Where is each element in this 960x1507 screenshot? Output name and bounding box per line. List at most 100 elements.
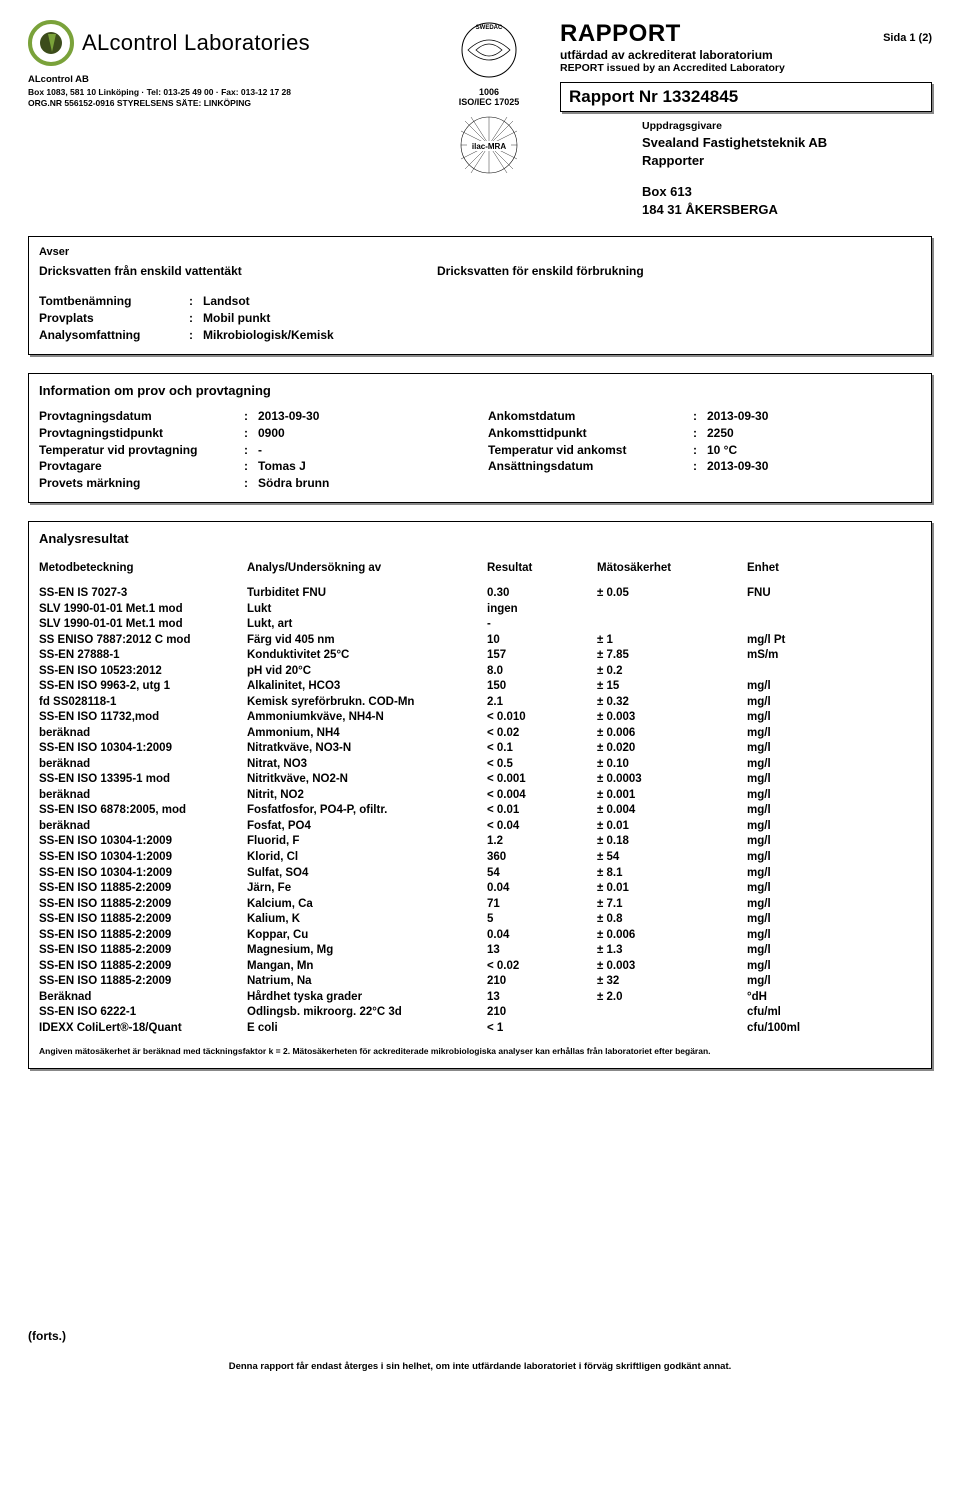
col-unit: Enhet: [747, 560, 921, 576]
cell-uncertainty: ± 0.8: [597, 912, 747, 928]
cell-result: 157: [487, 648, 597, 664]
cell-unit: mg/l: [747, 959, 921, 975]
cell-method: IDEXX CoIiLert®-18/Quant: [39, 1021, 247, 1037]
client-block: Uppdragsgivare Svealand Fastighetsteknik…: [642, 120, 932, 218]
accreditation-block: SWEDAC 1006 ISO/IEC 17025 ilac-MRA: [434, 20, 544, 177]
analysis-title: Analysresultat: [39, 530, 921, 548]
cell-result: < 0.5: [487, 757, 597, 773]
cell-uncertainty: ± 7.85: [597, 648, 747, 664]
company-logo-row: ALcontrol Laboratories: [28, 20, 418, 66]
cell-unit: mg/l: [747, 866, 921, 882]
cell-result: 13: [487, 943, 597, 959]
avser-label: Avser: [39, 245, 921, 260]
info-row: Temperatur vid provtagning:-: [39, 442, 472, 459]
cell-result: 13: [487, 990, 597, 1006]
avser-row: Tomtbenämning:Landsot: [39, 293, 921, 310]
cell-uncertainty: ± 0.020: [597, 741, 747, 757]
cell-method: beräknad: [39, 726, 247, 742]
cell-method: SS-EN ISO 10304-1:2009: [39, 834, 247, 850]
cell-analysis: Kemisk syreförbrukn. COD-Mn: [247, 695, 487, 711]
cell-method: SS-EN ISO 11885-2:2009: [39, 943, 247, 959]
analysis-row: SS-EN 27888-1Konduktivitet 25°C157± 7.85…: [39, 648, 921, 664]
cell-uncertainty: ± 0.0003: [597, 772, 747, 788]
analysis-row: SS-EN ISO 11885-2:2009Mangan, Mn< 0.02± …: [39, 959, 921, 975]
info-val: Södra brunn: [258, 475, 472, 492]
page-number: Sida 1 (2): [883, 32, 932, 44]
cell-uncertainty: ± 0.006: [597, 928, 747, 944]
analysis-row: SS-EN ISO 11732,modAmmoniumkväve, NH4-N<…: [39, 710, 921, 726]
cell-analysis: Koppar, Cu: [247, 928, 487, 944]
analysis-rows: SS-EN IS 7027-3Turbiditet FNU0.30± 0.05F…: [39, 586, 921, 1036]
info-val: 0900: [258, 425, 472, 442]
cell-uncertainty: [597, 617, 747, 633]
cell-analysis: Ammoniumkväve, NH4-N: [247, 710, 487, 726]
analysis-row: SLV 1990-01-01 Met.1 modLukt, art-: [39, 617, 921, 633]
cell-method: beräknad: [39, 757, 247, 773]
cell-analysis: Lukt: [247, 602, 487, 618]
cell-unit: mg/l: [747, 788, 921, 804]
analysis-row: beräknadFosfat, PO4< 0.04± 0.01mg/l: [39, 819, 921, 835]
cell-analysis: Nitritkväve, NO2-N: [247, 772, 487, 788]
cell-uncertainty: ± 0.003: [597, 710, 747, 726]
svg-text:ilac-MRA: ilac-MRA: [472, 142, 506, 151]
cell-uncertainty: ± 0.001: [597, 788, 747, 804]
client-addr-2: 184 31 ÅKERSBERGA: [642, 201, 932, 219]
cell-analysis: Hårdhet tyska grader: [247, 990, 487, 1006]
cell-unit: [747, 617, 921, 633]
company-line1: ALcontrol AB: [28, 74, 418, 87]
colon: :: [189, 310, 203, 327]
cell-result: 210: [487, 974, 597, 990]
cell-unit: [747, 602, 921, 618]
avser-detail-rows: Tomtbenämning:LandsotProvplats:Mobil pun…: [39, 293, 921, 343]
cell-method: SS-EN ISO 9963-2, utg 1: [39, 679, 247, 695]
cell-uncertainty: [597, 1005, 747, 1021]
cell-analysis: Färg vid 405 nm: [247, 633, 487, 649]
cell-unit: FNU: [747, 586, 921, 602]
cell-unit: mg/l: [747, 757, 921, 773]
analysis-footnote: Angiven mätosäkerhet är beräknad med täc…: [39, 1046, 921, 1058]
info-key: Provtagningstidpunkt: [39, 425, 244, 442]
colon: :: [244, 475, 258, 492]
cell-method: SS-EN ISO 11885-2:2009: [39, 897, 247, 913]
info-box: Information om prov och provtagning Prov…: [28, 373, 932, 503]
cell-uncertainty: ± 0.18: [597, 834, 747, 850]
avser-val: Mikrobiologisk/Kemisk: [203, 327, 334, 344]
analysis-row: SS-EN ISO 10304-1:2009Nitratkväve, NO3-N…: [39, 741, 921, 757]
cell-unit: mg/l: [747, 912, 921, 928]
cell-method: SS-EN ISO 11885-2:2009: [39, 881, 247, 897]
colon: :: [693, 408, 707, 425]
analysis-row: beräknadNitrit, NO2< 0.004± 0.001mg/l: [39, 788, 921, 804]
analysis-row: fd SS028118-1Kemisk syreförbrukn. COD-Mn…: [39, 695, 921, 711]
analysis-row: SS-EN ISO 10523:2012pH vid 20°C8.0± 0.2: [39, 664, 921, 680]
client-name-2: Rapporter: [642, 152, 932, 170]
avser-value: Dricksvatten från enskild vattentäkt: [39, 263, 437, 280]
info-val: -: [258, 442, 472, 459]
cell-result: 2.1: [487, 695, 597, 711]
analysis-row: SS-EN ISO 13395-1 modNitritkväve, NO2-N<…: [39, 772, 921, 788]
analysis-row: SS-EN ISO 9963-2, utg 1Alkalinitet, HCO3…: [39, 679, 921, 695]
info-row: Provets märkning:Södra brunn: [39, 475, 472, 492]
avser-box: Avser Dricksvatten från enskild vattentä…: [28, 236, 932, 355]
colon: :: [244, 458, 258, 475]
company-line3: ORG.NR 556152-0916 STYRELSENS SÄTE: LINK…: [28, 98, 418, 109]
cell-method: SLV 1990-01-01 Met.1 mod: [39, 602, 247, 618]
cell-method: SS-EN ISO 11885-2:2009: [39, 912, 247, 928]
info-key: Ansättningsdatum: [488, 458, 693, 475]
cell-result: < 0.02: [487, 959, 597, 975]
analysis-row: SLV 1990-01-01 Met.1 modLuktingen: [39, 602, 921, 618]
colon: :: [189, 293, 203, 310]
report-subtitle-sv: utfärdad av ackrediterat laboratorium: [560, 48, 932, 62]
colon: :: [244, 425, 258, 442]
analysis-row: SS-EN IS 7027-3Turbiditet FNU0.30± 0.05F…: [39, 586, 921, 602]
client-label: Uppdragsgivare: [642, 120, 932, 132]
analysis-row: beräknadAmmonium, NH4< 0.02± 0.006mg/l: [39, 726, 921, 742]
info-title: Information om prov och provtagning: [39, 382, 921, 400]
colon: :: [693, 458, 707, 475]
info-row: Provtagningstidpunkt:0900: [39, 425, 472, 442]
cell-result: < 0.004: [487, 788, 597, 804]
cell-analysis: Natrium, Na: [247, 974, 487, 990]
info-key: Ankomstdatum: [488, 408, 693, 425]
col-result: Resultat: [487, 560, 597, 576]
cell-method: SS-EN ISO 10304-1:2009: [39, 850, 247, 866]
cell-method: SS-EN ISO 10304-1:2009: [39, 866, 247, 882]
